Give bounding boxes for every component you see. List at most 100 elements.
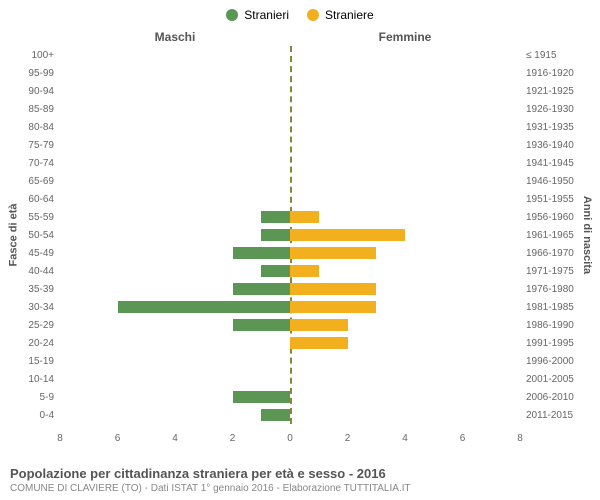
pyramid-row bbox=[60, 136, 520, 154]
male-bar[interactable] bbox=[261, 211, 290, 224]
birth-label: 1946-1950 bbox=[522, 172, 600, 190]
male-bar[interactable] bbox=[118, 301, 291, 314]
birth-label: 1931-1935 bbox=[522, 118, 600, 136]
birth-label: 2011-2015 bbox=[522, 406, 600, 424]
chart-rows bbox=[60, 46, 520, 424]
x-tick: 2 bbox=[345, 433, 351, 444]
age-label: 0-4 bbox=[0, 406, 58, 424]
birth-label: 1981-1985 bbox=[522, 298, 600, 316]
female-bar[interactable] bbox=[290, 301, 376, 314]
x-tick: 4 bbox=[402, 433, 408, 444]
birth-label: 1951-1955 bbox=[522, 190, 600, 208]
pyramid-row bbox=[60, 406, 520, 424]
male-bar[interactable] bbox=[261, 409, 290, 422]
pyramid-row bbox=[60, 46, 520, 64]
pyramid-row bbox=[60, 82, 520, 100]
male-bar[interactable] bbox=[233, 391, 291, 404]
age-label: 10-14 bbox=[0, 370, 58, 388]
age-label: 20-24 bbox=[0, 334, 58, 352]
birth-label: 2001-2005 bbox=[522, 370, 600, 388]
x-tick: 4 bbox=[172, 433, 178, 444]
pyramid-row bbox=[60, 100, 520, 118]
header-female: Femmine bbox=[290, 30, 600, 44]
x-tick: 8 bbox=[57, 433, 63, 444]
male-swatch bbox=[226, 9, 238, 21]
age-label: 35-39 bbox=[0, 280, 58, 298]
male-bar[interactable] bbox=[261, 265, 290, 278]
pyramid-row bbox=[60, 352, 520, 370]
birth-label: 1986-1990 bbox=[522, 316, 600, 334]
pyramid-row bbox=[60, 118, 520, 136]
chart-footer: Popolazione per cittadinanza straniera p… bbox=[10, 466, 590, 494]
female-bar[interactable] bbox=[290, 265, 319, 278]
birth-label: 1996-2000 bbox=[522, 352, 600, 370]
male-bar[interactable] bbox=[233, 247, 291, 260]
chart-subtitle: COMUNE DI CLAVIERE (TO) - Dati ISTAT 1° … bbox=[10, 483, 590, 494]
age-label: 25-29 bbox=[0, 316, 58, 334]
female-bar[interactable] bbox=[290, 229, 405, 242]
age-label: 45-49 bbox=[0, 244, 58, 262]
y-axis-birth-labels: ≤ 19151916-19201921-19251926-19301931-19… bbox=[522, 46, 600, 424]
age-label: 95-99 bbox=[0, 64, 58, 82]
pyramid-row bbox=[60, 64, 520, 82]
age-label: 90-94 bbox=[0, 82, 58, 100]
birth-label: 1941-1945 bbox=[522, 154, 600, 172]
legend-item-male[interactable]: Stranieri bbox=[226, 8, 289, 22]
x-tick: 6 bbox=[115, 433, 121, 444]
pyramid-row bbox=[60, 226, 520, 244]
female-bar[interactable] bbox=[290, 247, 376, 260]
pyramid-row bbox=[60, 334, 520, 352]
age-label: 50-54 bbox=[0, 226, 58, 244]
female-swatch bbox=[307, 9, 319, 21]
birth-label: 1971-1975 bbox=[522, 262, 600, 280]
birth-label: 1916-1920 bbox=[522, 64, 600, 82]
age-label: 55-59 bbox=[0, 208, 58, 226]
pyramid-row bbox=[60, 388, 520, 406]
female-bar[interactable] bbox=[290, 319, 348, 332]
pyramid-row bbox=[60, 172, 520, 190]
birth-label: 1991-1995 bbox=[522, 334, 600, 352]
pyramid-row bbox=[60, 190, 520, 208]
column-headers: Maschi Femmine bbox=[0, 30, 600, 44]
age-label: 100+ bbox=[0, 46, 58, 64]
y-axis-age-labels: 100+95-9990-9485-8980-8475-7970-7465-696… bbox=[0, 46, 58, 424]
legend-female-label: Straniere bbox=[325, 8, 374, 22]
pyramid-row bbox=[60, 298, 520, 316]
female-bar[interactable] bbox=[290, 337, 348, 350]
male-bar[interactable] bbox=[261, 229, 290, 242]
age-label: 80-84 bbox=[0, 118, 58, 136]
birth-label: 1956-1960 bbox=[522, 208, 600, 226]
pyramid-chart bbox=[60, 46, 520, 424]
age-label: 75-79 bbox=[0, 136, 58, 154]
age-label: 30-34 bbox=[0, 298, 58, 316]
male-bar[interactable] bbox=[233, 283, 291, 296]
age-label: 60-64 bbox=[0, 190, 58, 208]
header-male: Maschi bbox=[0, 30, 290, 44]
birth-label: 1961-1965 bbox=[522, 226, 600, 244]
legend-item-female[interactable]: Straniere bbox=[307, 8, 374, 22]
birth-label: 1921-1925 bbox=[522, 82, 600, 100]
female-bar[interactable] bbox=[290, 283, 376, 296]
pyramid-row bbox=[60, 208, 520, 226]
age-label: 85-89 bbox=[0, 100, 58, 118]
legend: Stranieri Straniere bbox=[0, 0, 600, 26]
x-axis: 86420 2468 bbox=[60, 426, 520, 444]
female-bar[interactable] bbox=[290, 211, 319, 224]
legend-male-label: Stranieri bbox=[244, 8, 289, 22]
birth-label: ≤ 1915 bbox=[522, 46, 600, 64]
pyramid-row bbox=[60, 154, 520, 172]
birth-label: 1936-1940 bbox=[522, 136, 600, 154]
age-label: 5-9 bbox=[0, 388, 58, 406]
pyramid-row bbox=[60, 280, 520, 298]
pyramid-row bbox=[60, 316, 520, 334]
pyramid-row bbox=[60, 244, 520, 262]
birth-label: 2006-2010 bbox=[522, 388, 600, 406]
birth-label: 1926-1930 bbox=[522, 100, 600, 118]
age-label: 65-69 bbox=[0, 172, 58, 190]
male-bar[interactable] bbox=[233, 319, 291, 332]
x-tick: 6 bbox=[460, 433, 466, 444]
pyramid-row bbox=[60, 262, 520, 280]
x-tick: 8 bbox=[517, 433, 523, 444]
chart-title: Popolazione per cittadinanza straniera p… bbox=[10, 466, 590, 481]
age-label: 40-44 bbox=[0, 262, 58, 280]
